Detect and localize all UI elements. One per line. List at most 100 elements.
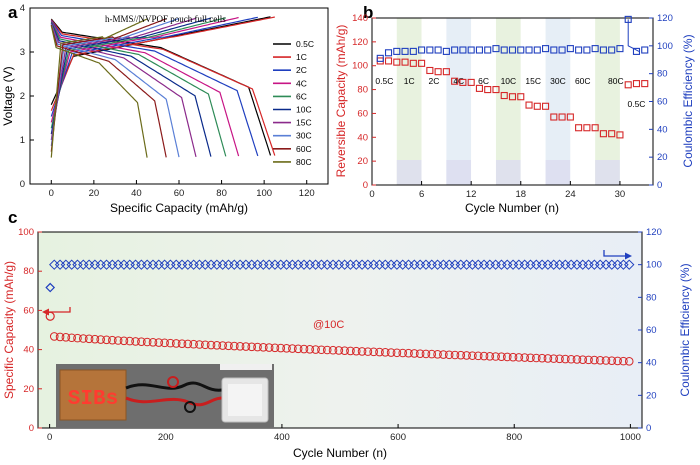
panel-b-rate-label: 15C xyxy=(525,76,541,86)
panel-b-y2tick-label: 60 xyxy=(657,97,668,108)
panel-b-capacity-point xyxy=(442,68,450,76)
panel-b-efficiency-point xyxy=(641,46,649,54)
panel-a-discharge-curve xyxy=(50,19,276,156)
panel-b-y2tick-label: 120 xyxy=(657,13,673,24)
panel-a-legend-label: 15C xyxy=(296,118,312,128)
panel-b-capacity-point xyxy=(608,130,616,138)
panel-b-capacity-point xyxy=(426,66,434,75)
panel-b-efficiency-point xyxy=(475,46,483,54)
panel-c-capacity-point xyxy=(282,344,291,353)
panel-b-y2tick-label: 40 xyxy=(657,124,668,135)
panel-b-ytick-label: 60 xyxy=(357,108,368,119)
panel-c-capacity-point xyxy=(346,346,355,356)
panel-c-capacity-point xyxy=(479,351,489,361)
panel-c-capacity-point xyxy=(195,340,204,349)
panel-c-capacity-point xyxy=(619,356,628,366)
panel-c-ytick-label: 60 xyxy=(23,305,34,316)
panel-c-capacity-point xyxy=(590,355,599,365)
panel-b-efficiency-point xyxy=(533,46,541,54)
panel-b-arrow xyxy=(627,19,640,52)
panel-c-inset-photo: SIBs xyxy=(56,364,274,428)
panel-c-capacity-point xyxy=(468,351,477,360)
panel-c-capacity-point xyxy=(166,338,175,348)
panel-a-ytick-label: 4 xyxy=(20,3,25,14)
panel-b-efficiency-point xyxy=(558,46,566,54)
panel-b-capacity-point xyxy=(550,113,558,121)
panel-c-capacity-point xyxy=(224,341,233,351)
panel-a-charge-curve xyxy=(50,18,148,158)
panel-b-efficiency-point xyxy=(624,15,632,23)
panel-b-rate-label: 30C xyxy=(550,76,566,86)
pouch-cell-window xyxy=(228,384,262,416)
panel-c-capacity-point xyxy=(119,336,129,346)
panel-c-capacity-point xyxy=(392,348,402,358)
panel-b-capacity-point xyxy=(401,58,409,66)
panel-b-rate-band xyxy=(471,18,496,185)
panel-a-legend-label: 80C xyxy=(296,157,312,167)
panel-c-y2tick-label: 80 xyxy=(646,292,657,303)
panel-b-efficiency-point xyxy=(442,47,450,55)
panel-c-capacity-point xyxy=(171,339,181,348)
panel-b-rate-band-bottom xyxy=(372,160,397,185)
panel-b-y2tick-label: 0 xyxy=(657,180,662,191)
panel-b-efficiency-point xyxy=(508,46,517,54)
panel-a-charge-curve xyxy=(50,16,239,123)
panel-b-efficiency-point xyxy=(525,46,533,54)
panel-b-capacity-point xyxy=(393,58,401,66)
panel-c-capacity-point xyxy=(247,342,257,352)
panel-c-y2label: Coulombic Efficiency (%) xyxy=(678,263,692,396)
panel-b-efficiency-point xyxy=(517,46,525,54)
panel-b-rate-band-bottom xyxy=(545,160,571,185)
panel-a-discharge-curve xyxy=(50,23,197,158)
panel-c-capacity-point xyxy=(444,350,454,360)
panel-b-capacity-point xyxy=(492,86,500,94)
panel-b-capacity-point xyxy=(566,113,574,121)
panel-c-capacity-point xyxy=(555,354,564,364)
panel-c-capacity-point xyxy=(398,348,408,358)
panel-b-efficiency-point xyxy=(632,47,641,55)
panel-c-capacity-point xyxy=(520,353,529,362)
panel-c-capacity-point xyxy=(421,349,431,359)
panel-b-rate-band xyxy=(446,18,472,185)
panel-a-discharge-curve xyxy=(50,23,180,158)
panel-b-rate-band xyxy=(570,18,596,185)
panel-b-capacity-point xyxy=(451,77,459,85)
panel-b-efficiency-point xyxy=(500,46,508,54)
panel-b-efficiency-point xyxy=(376,54,384,62)
panel-c-capacity-point xyxy=(49,332,59,341)
panel-c-capacity-point xyxy=(462,351,471,360)
panel-b-rate-band-bottom xyxy=(570,160,596,185)
panel-b-efficiency-point xyxy=(542,45,550,53)
black-wire xyxy=(125,381,223,392)
panel-b-xtick-label: 18 xyxy=(515,189,526,200)
panel-b-ytick-label: 20 xyxy=(357,156,368,167)
panel-b-capacity-point xyxy=(467,78,475,86)
panel-b-rate-band-bottom xyxy=(595,160,620,185)
panel-c-capacity-point xyxy=(561,354,570,364)
panel-b-xtick-label: 24 xyxy=(565,189,576,200)
panel-b-rate-label: 4C xyxy=(453,76,464,86)
panel-b-rate-label: 6C xyxy=(478,76,489,86)
panel-b-capacity-point xyxy=(616,131,624,139)
panel-c-capacity-point xyxy=(206,340,216,350)
panel-c-capacity-point xyxy=(84,334,94,344)
panel-b-efficiency-point xyxy=(484,46,492,54)
panel-a-ytick-label: 3 xyxy=(20,47,25,58)
panel-c-capacity-point xyxy=(369,347,378,357)
panel-b-capacity-point xyxy=(624,81,632,89)
panel-b-efficiency-point xyxy=(434,46,442,54)
panel-b-capacity-point xyxy=(434,68,442,76)
panel-b-efficiency-point xyxy=(384,49,393,57)
panel-a-curves xyxy=(50,16,276,158)
panel-c-capacity-point xyxy=(177,339,187,348)
panel-c-capacity-point xyxy=(137,337,146,347)
panel-a-chart: 0 20 40 60 80 100 120 0 1 2 3 4 h-MMS//NVPOF pouch … xyxy=(1,3,329,215)
panel-b-xlabel: Cycle Number (n) xyxy=(465,201,559,215)
panel-c-capacity-point xyxy=(55,332,65,342)
panel-b-ytick-label: 100 xyxy=(352,61,368,72)
panel-c-capacity-point xyxy=(293,344,303,354)
panel-b-efficiency-point xyxy=(616,45,624,53)
panel-c-capacity-point xyxy=(439,350,448,359)
panel-b-xtick-label: 30 xyxy=(615,189,626,200)
panel-c-capacity-point xyxy=(607,356,617,366)
